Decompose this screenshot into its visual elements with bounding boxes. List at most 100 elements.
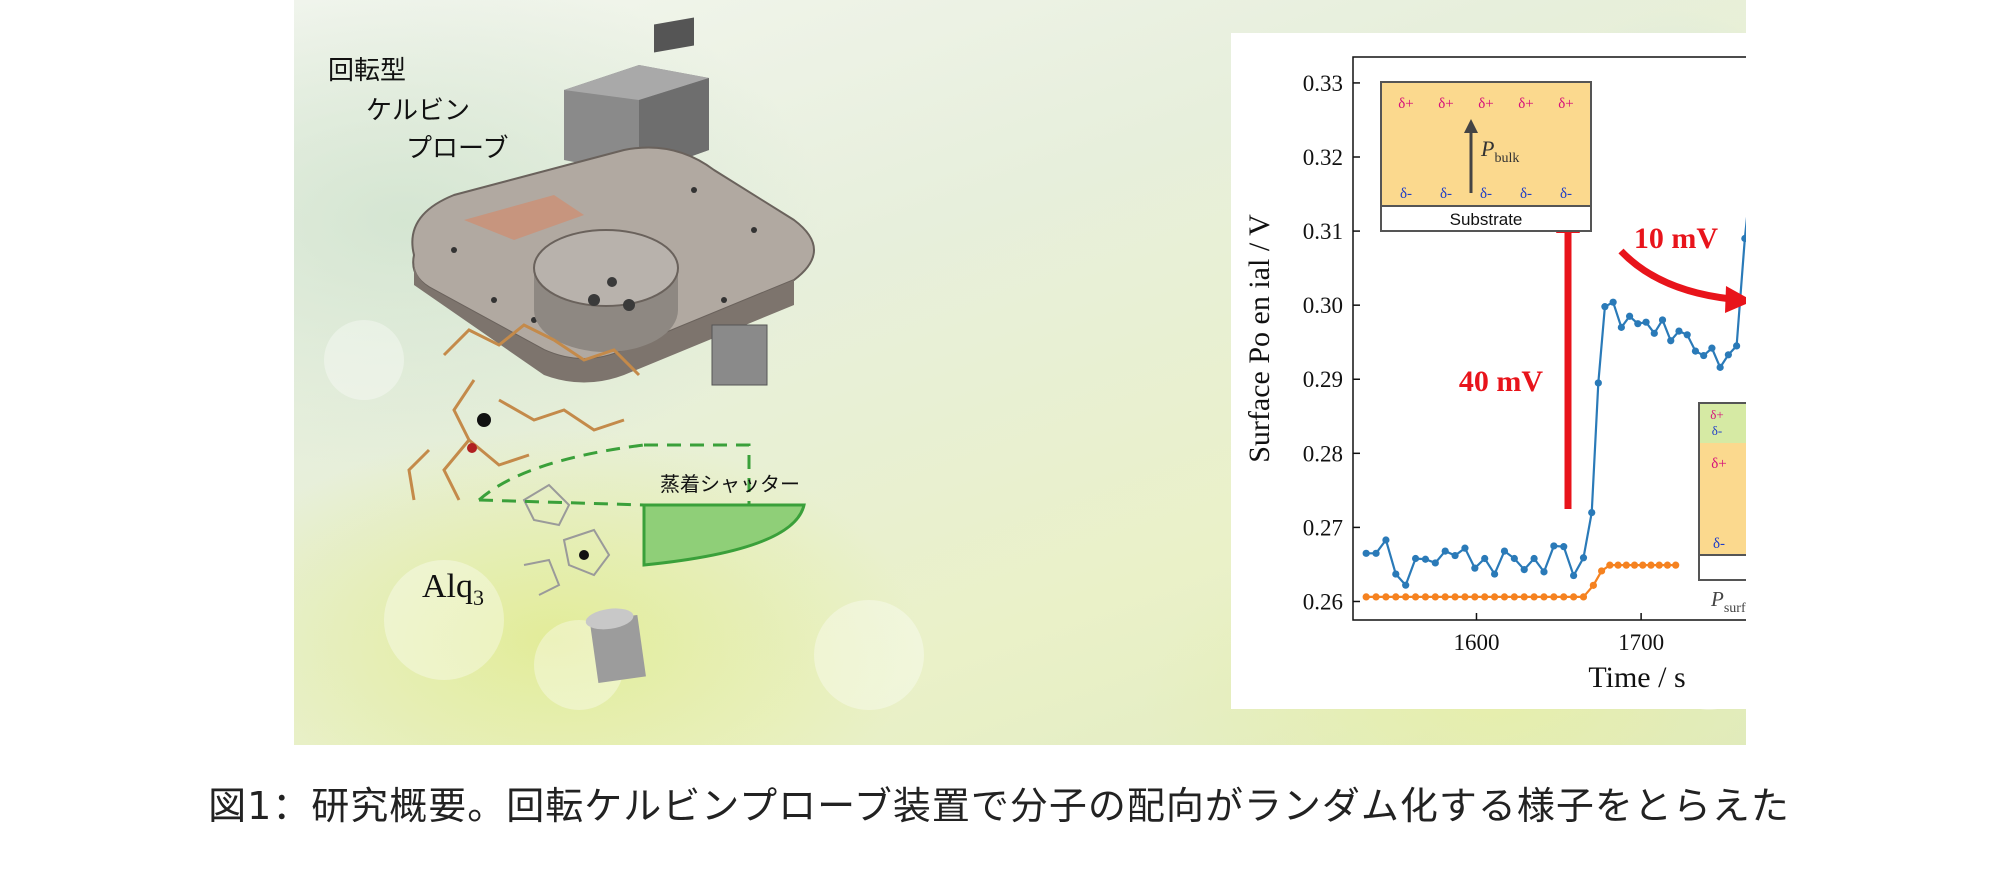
series-point-2 xyxy=(1490,593,1499,601)
series-point-1 xyxy=(1650,329,1658,337)
series-point-2 xyxy=(1441,593,1449,601)
y-left-tick-label: 0.26 xyxy=(1303,589,1343,614)
series-point-1 xyxy=(1733,342,1741,350)
series-point-2 xyxy=(1579,593,1588,601)
y-left-tick-label: 0.30 xyxy=(1303,293,1343,318)
series-point-2 xyxy=(1362,593,1370,601)
series-point-1 xyxy=(1642,318,1650,326)
delta-minus: δ- xyxy=(1440,186,1452,202)
probe-label-line3: プローブ xyxy=(406,134,509,164)
series-point-1 xyxy=(1724,351,1732,359)
series-point-1 xyxy=(1362,549,1370,557)
series-point-1 xyxy=(1617,323,1625,331)
annotation-40mv: 40 mV xyxy=(1459,365,1543,398)
delta-minus: δ- xyxy=(1400,186,1412,202)
probe-label-line1: 回転型 xyxy=(328,56,407,86)
inset-bottom: δ+δ-δ+δ-δ+δ-δ+δ-δ+δ-δ+δ-δ+δ-PsurfacePbul… xyxy=(1698,402,1746,581)
x-tick-label: 1600 xyxy=(1453,630,1499,655)
molecule-structure-small xyxy=(522,483,611,596)
series-point-2 xyxy=(1614,561,1622,569)
inset-bottom-slab xyxy=(1699,443,1746,555)
inset-bottom-relation: Psurface < Pbulk xyxy=(1710,587,1746,616)
series-point-2 xyxy=(1402,593,1410,601)
y-left-tick-label: 0.27 xyxy=(1303,515,1343,540)
series-point-1 xyxy=(1520,566,1528,574)
series-point-1 xyxy=(1392,570,1400,578)
series-point-2 xyxy=(1382,593,1390,601)
molecule-center-atom xyxy=(477,413,491,427)
series-point-1 xyxy=(1570,571,1578,580)
delta-minus: δ- xyxy=(1480,186,1492,202)
series-point-2 xyxy=(1589,581,1597,589)
y-left-tick-label: 0.31 xyxy=(1303,219,1343,244)
series-point-1 xyxy=(1588,508,1596,517)
series-point-1 xyxy=(1490,570,1499,578)
series-point-1 xyxy=(1530,554,1538,563)
series-point-1 xyxy=(1431,559,1439,567)
series-point-2 xyxy=(1540,593,1548,601)
shutter-label: 蒸着シャッター xyxy=(660,472,800,496)
probe-label-line2: ケルビン xyxy=(366,96,471,126)
series-point-1 xyxy=(1540,568,1548,576)
inset-top-substrate xyxy=(1380,205,1592,232)
series-point-1 xyxy=(1625,312,1634,320)
series-point-2 xyxy=(1639,561,1647,569)
delta-plus: δ+ xyxy=(1518,96,1534,112)
series-point-2 xyxy=(1655,561,1663,569)
surface-potential-chart: 1600 1700 18000.260.270.280.290.300.310.32… xyxy=(1243,56,1746,694)
series-point-1 xyxy=(1510,554,1518,563)
probe-bracket xyxy=(711,324,768,386)
series-point-2 xyxy=(1431,593,1439,601)
series-line-1 xyxy=(1366,216,1746,588)
bokeh-light xyxy=(384,560,504,680)
series-point-2 xyxy=(1606,561,1614,569)
plot-frame xyxy=(1352,56,1746,621)
series-point-1 xyxy=(1372,549,1380,557)
alq3-label: Alq3 xyxy=(422,568,484,610)
inset-top-slab xyxy=(1380,81,1592,207)
series-point-1 xyxy=(1609,298,1617,306)
series-point-1 xyxy=(1594,379,1602,387)
molecule-structure xyxy=(407,323,641,501)
series-point-2 xyxy=(1622,561,1630,569)
inset-top: δ+ δ-δ+ δ-δ+ δ-δ+ δ-δ+ δ- Pbulk Substrate xyxy=(1380,81,1592,232)
step-arrow-10mv xyxy=(1618,248,1732,303)
inset-top-p-label: Pbulk xyxy=(1480,136,1519,166)
figure-caption: 図1：研究概要。回転ケルビンプローブ装置で分子の配向がランダム化する様子をとらえ… xyxy=(208,784,1790,828)
delta-plus: δ+ xyxy=(1478,96,1494,112)
bokeh-light xyxy=(814,600,924,710)
series-point-2 xyxy=(1520,593,1528,601)
series-line-2 xyxy=(1366,564,1676,599)
delta-minus: δ- xyxy=(1713,536,1725,552)
series-point-2 xyxy=(1570,593,1578,601)
series-point-2 xyxy=(1392,593,1400,601)
delta-plus: δ+ xyxy=(1438,96,1454,112)
illustration-panel: 回転型 ケルビン プローブ 蒸着シャッター Alq3 1600 1700 1800 0… xyxy=(294,0,1746,745)
series-point-1 xyxy=(1579,554,1588,562)
rotor-disk xyxy=(533,229,679,352)
chart-card: 1600 1700 1800 0.26 0.27 0.28 0.29 0.30 0.31 0.32… xyxy=(1231,33,1746,709)
x-tick-label: 1700 xyxy=(1618,630,1664,655)
bokeh-light xyxy=(324,320,404,400)
series-point-1 xyxy=(1500,547,1509,555)
molecule-center-atom xyxy=(579,550,589,560)
series-point-1 xyxy=(1683,331,1691,339)
delta-minus: δ- xyxy=(1520,186,1532,202)
y-left-tick-label: 0.29 xyxy=(1303,367,1343,392)
series-point-1 xyxy=(1601,303,1609,311)
series-point-2 xyxy=(1630,561,1639,569)
series-point-2 xyxy=(1451,593,1459,601)
shutter-drawing xyxy=(478,443,806,567)
step-arrow-10mv-head xyxy=(1725,286,1746,313)
series-point-1 xyxy=(1481,554,1489,563)
delta-minus: δ- xyxy=(1560,186,1572,202)
series-point-1 xyxy=(1667,337,1675,345)
y-left-tick-label: 0.32 xyxy=(1303,145,1343,170)
series-point-1 xyxy=(1691,347,1700,355)
apparatus-drawing xyxy=(407,17,815,684)
delta-plus: δ+ xyxy=(1558,96,1574,112)
series-point-2 xyxy=(1530,593,1538,601)
y-left-tick-label: 0.33 xyxy=(1303,71,1343,96)
series-point-1 xyxy=(1700,351,1708,360)
inset-top-p-arrow-head xyxy=(1464,119,1478,133)
